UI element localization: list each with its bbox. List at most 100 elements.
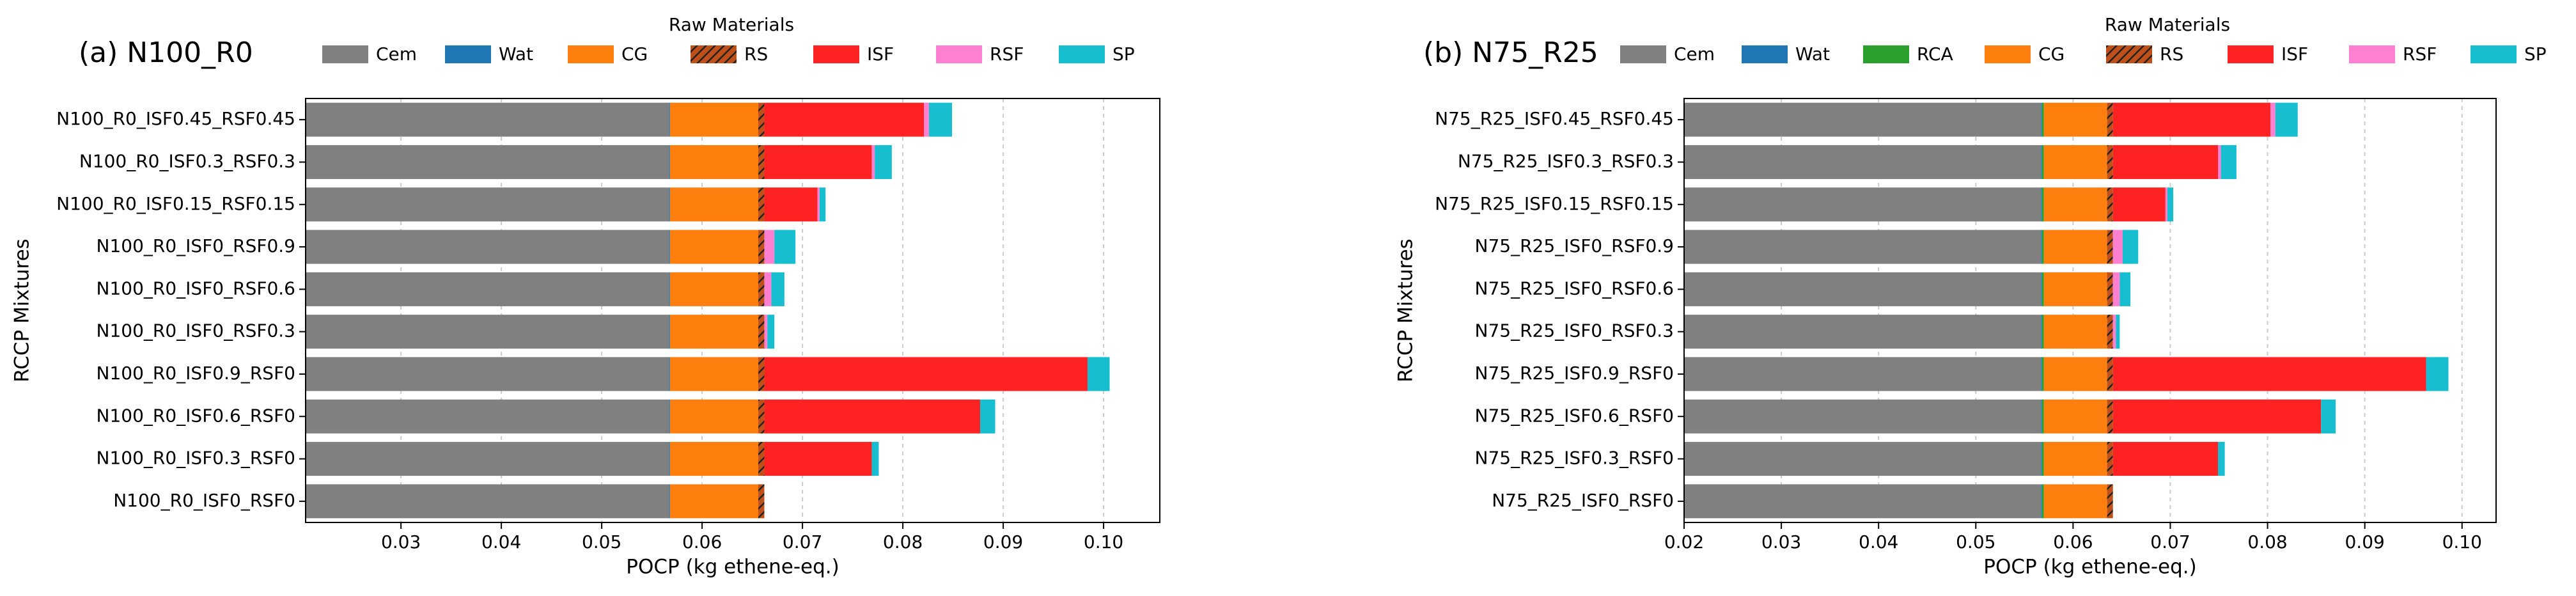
bar-segment [2041,187,2042,222]
legend-label: RSF [990,43,1024,65]
bar-segment [2043,315,2107,349]
bar-segment [2107,484,2113,519]
x-tick-label: 0.10 [1084,531,1123,553]
bar-segment [2221,145,2236,179]
bar-segment [758,102,765,137]
legend-title: Raw Materials [2105,14,2230,35]
chart: 0.02 0.03 0.04 0.05 0.06 0.07 0.08 0.09 0.10 N75_… [1394,14,2547,579]
bar-segment [758,315,765,349]
bar-segment [2041,315,2044,349]
bar-segment [1684,272,2041,306]
bar-segment [2107,230,2113,264]
legend-label: Wat [499,43,533,65]
x-tick-label: 0.08 [883,531,923,553]
bar-segment [764,145,872,179]
bar-segment [819,187,826,222]
bar-segment [2107,187,2113,222]
bar-segment [2426,357,2449,391]
y-tick-label: N100_R0_ISF0_RSF0.3 [97,320,295,341]
bar-segment [306,399,669,434]
bar-segment [2041,102,2042,137]
legend-label: RS [744,43,768,65]
bar-segment [2041,230,2044,264]
y-tick-label: N75_R25_ISF0.45_RSF0.45 [1435,108,1674,129]
bar-segment [306,187,669,222]
plot-frame [1683,98,2497,523]
bar-segment [2107,102,2113,137]
bar-segment [669,357,759,391]
bar-segment [669,272,759,306]
bar-segment [767,315,775,349]
bar-segment [2122,230,2139,264]
y-tick-label: N75_R25_ISF0.3_RSF0.3 [1458,150,1674,171]
x-tick-label: 0.09 [2345,531,2384,553]
bar-segment [758,357,765,391]
bar-segment [2041,315,2042,349]
bar-segment [928,102,953,137]
bar-segment [669,315,759,349]
bar-segment [2107,357,2113,391]
bar-segment [2043,187,2107,222]
bar-segment [2041,442,2044,476]
x-axis-label: POCP (kg ethene-eq.) [626,556,839,579]
bars [1684,102,2449,519]
x-tick-label: 0.07 [2150,531,2190,553]
bar-segment [2107,272,2113,306]
legend-swatch [1863,45,1909,63]
y-tick-label: N100_R0_ISF0.6_RSF0 [97,405,295,426]
x-axis-label: POCP (kg ethene-eq.) [1983,556,2196,579]
bar-segment [2041,399,2042,434]
bar-segment [669,484,670,519]
bar-segment [2112,187,2166,222]
bar-segment [2112,442,2219,476]
y-tick-label: N100_R0_ISF0.15_RSF0.15 [56,193,295,214]
bar-segment [2167,187,2174,222]
bar-segment [2112,102,2271,137]
legend-label: Cem [376,43,417,65]
bar-segment [306,102,669,137]
bar-segment [669,484,759,519]
bar-segment [1684,315,2041,349]
legend-swatch [1620,45,1666,63]
bar-segment [2041,145,2042,179]
bar-segment [758,187,765,222]
bar-segment [2041,272,2042,306]
bar-segment [669,442,759,476]
legend-swatch [2106,45,2152,63]
bar-segment [1684,187,2041,222]
y-tick-label: N75_R25_ISF0.15_RSF0.15 [1435,193,1674,214]
chart-title: (a) N100_R0 [79,36,253,69]
bar-segment [2043,102,2107,137]
bar-segment [1684,230,2041,264]
x-tick-label: 0.09 [983,531,1023,553]
bar-segment [764,442,872,476]
bar-segment [669,102,759,137]
x-tick-label: 0.03 [381,531,421,553]
y-axis-label: RCCP Mixtures [1394,239,1417,382]
bar-segment [771,272,785,306]
bar-segment [764,272,772,306]
bar-segment [306,484,669,519]
y-tick-label: N75_R25_ISF0.9_RSF0 [1475,363,1674,384]
bar-segment [2041,230,2042,264]
legend-swatch [813,45,859,63]
bar-segment [2321,399,2336,434]
bar-segment [1684,399,2041,434]
bar-segment [2112,230,2123,264]
y-axis-label: RCCP Mixtures [11,239,34,382]
bar-segment [669,399,759,434]
bar-segment [758,145,765,179]
bar-segment [2107,399,2113,434]
bar-segment [2043,357,2107,391]
bar-segment [871,442,879,476]
bar-segment [2107,145,2113,179]
bar-segment [669,187,759,222]
bar-segment [669,357,670,391]
bar-segment [669,102,670,137]
bar-segment [2043,145,2107,179]
bar-segment [764,102,925,137]
x-tick-label: 0.03 [1761,531,1801,553]
bar-segment [669,272,670,306]
bar-segment [875,145,892,179]
legend-swatch [1985,45,2031,63]
